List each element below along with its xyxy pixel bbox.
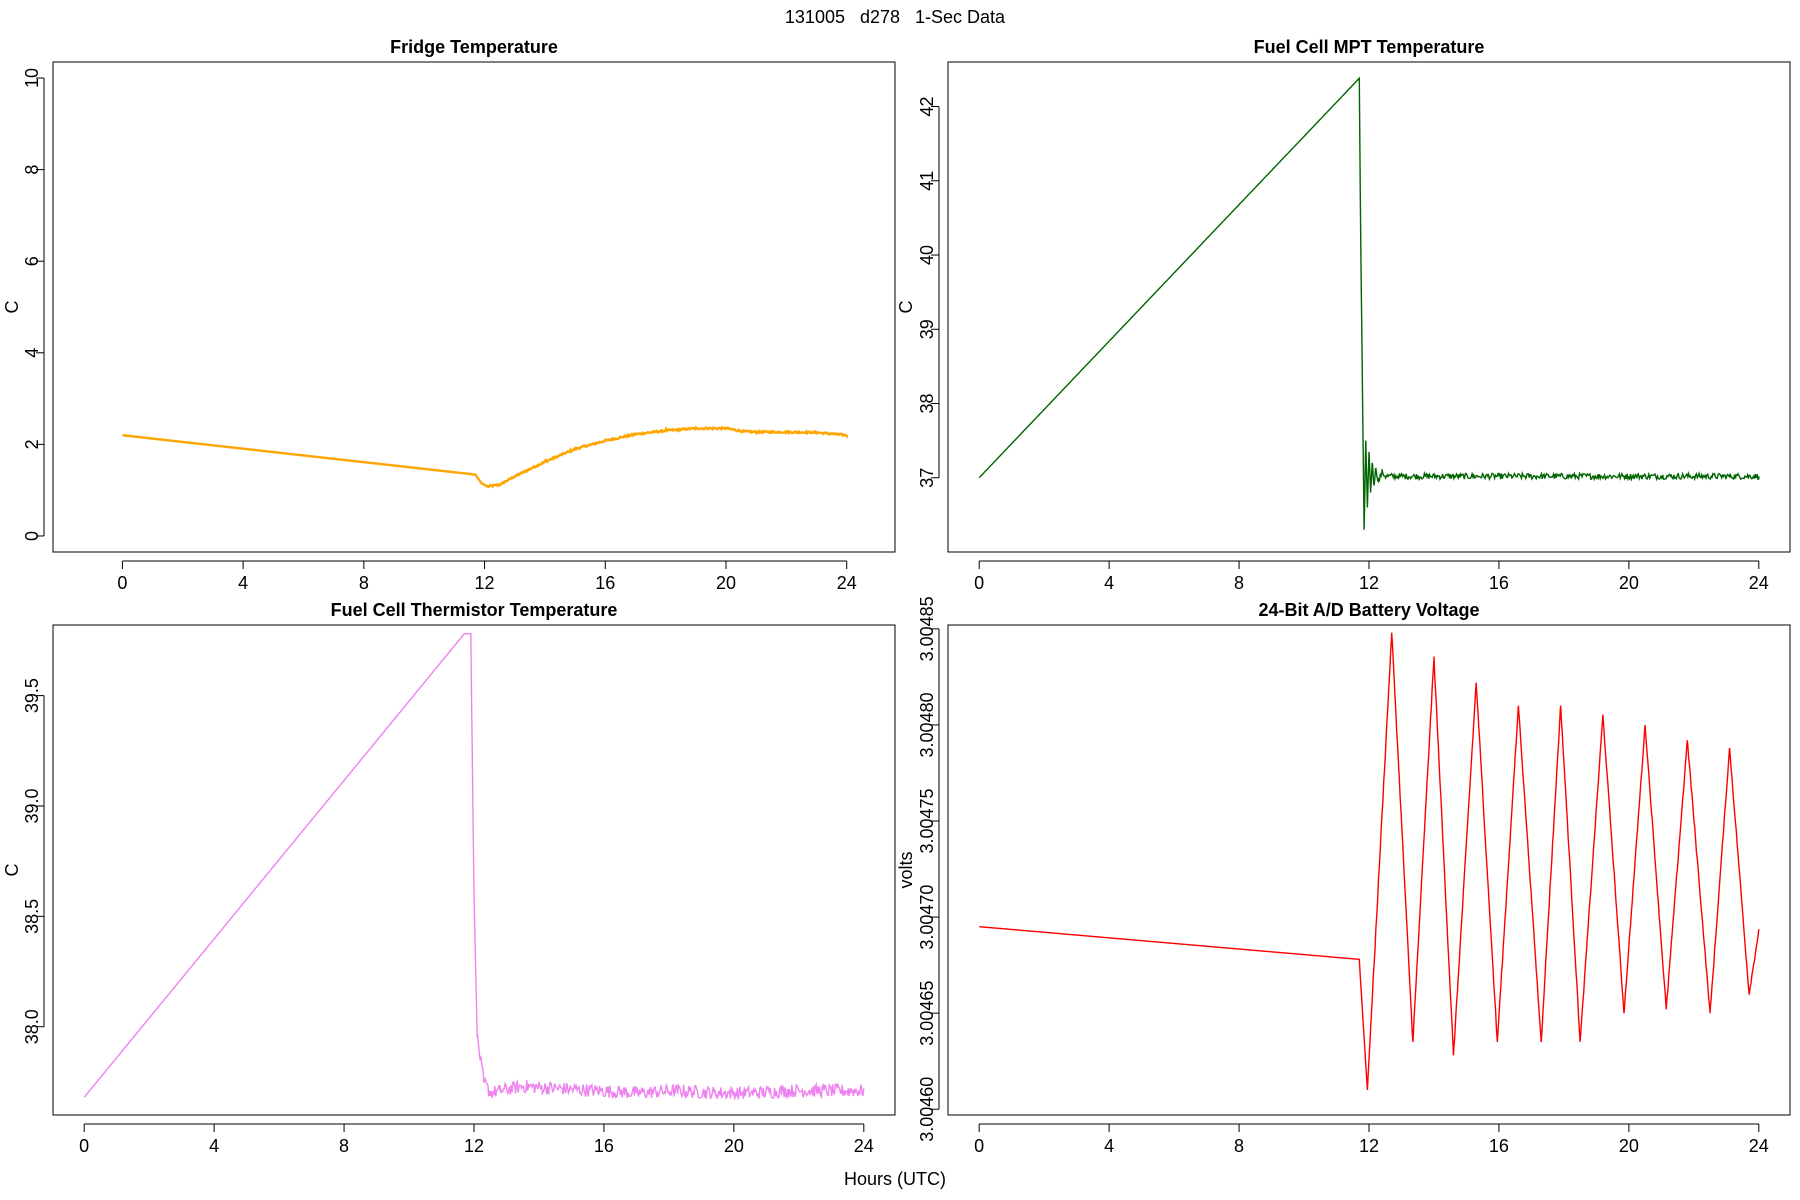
y-tick-label: 10 [22, 68, 42, 88]
x-tick-label: 4 [1104, 573, 1114, 593]
x-tick-label: 12 [1359, 1136, 1379, 1156]
y-tick-label: 3.00480 [917, 692, 937, 757]
y-tick-label: 0 [22, 531, 42, 541]
y-tick-label: 41 [917, 171, 937, 191]
y-tick-label: 38.0 [22, 1009, 42, 1044]
y-tick-label: 3.00470 [917, 885, 937, 950]
y-axis-label: C [2, 864, 22, 877]
panel-fuel-cell-mpt-temperature: Fuel Cell MPT Temperature C 0 4 8 12 16 20 24 37 3… [896, 37, 1791, 593]
x-tick-label: 20 [724, 1136, 744, 1156]
figure-xlabel: Hours (UTC) [844, 1169, 946, 1189]
y-tick-label: 37 [917, 468, 937, 488]
x-tick-label: 20 [1619, 1136, 1639, 1156]
y-axis-label: C [2, 301, 22, 314]
panel-title: Fuel Cell Thermistor Temperature [331, 600, 618, 620]
y-tick-label: 42 [917, 97, 937, 117]
panel-battery-voltage: 24-Bit A/D Battery Voltage volts 0 4 8 12 16 20… [896, 596, 1791, 1156]
x-tick-label: 8 [1234, 1136, 1244, 1156]
x-tick-label: 16 [594, 1136, 614, 1156]
x-tick-label: 16 [1489, 1136, 1509, 1156]
x-tick-label: 20 [1619, 573, 1639, 593]
y-tick-label: 38 [917, 393, 937, 413]
y-tick-label: 39.5 [22, 678, 42, 713]
x-tick-label: 0 [79, 1136, 89, 1156]
y-tick-label: 3.00460 [917, 1077, 937, 1142]
x-tick-label: 12 [1359, 573, 1379, 593]
plot-frame [947, 61, 1791, 553]
x-tick-label: 12 [464, 1136, 484, 1156]
y-tick-label: 39.0 [22, 788, 42, 823]
x-tick-label: 0 [974, 573, 984, 593]
y-tick-label: 38.5 [22, 899, 42, 934]
plot-frame [947, 624, 1791, 1116]
series-line [979, 632, 1760, 1091]
series-line [978, 76, 1760, 530]
x-tick-label: 20 [716, 573, 736, 593]
y-tick-label: 4 [22, 348, 42, 358]
x-tick-label: 24 [1749, 573, 1769, 593]
x-tick-label: 24 [837, 573, 857, 593]
series-line [83, 633, 865, 1100]
plot-frame [52, 624, 896, 1116]
x-tick-label: 24 [1749, 1136, 1769, 1156]
y-tick-label: 3.00475 [917, 788, 937, 853]
y-tick-label: 3.00465 [917, 981, 937, 1046]
y-tick-label: 2 [22, 439, 42, 449]
x-tick-label: 8 [339, 1136, 349, 1156]
x-tick-label: 8 [1234, 573, 1244, 593]
x-tick-label: 8 [359, 573, 369, 593]
x-tick-label: 16 [1489, 573, 1509, 593]
x-tick-label: 0 [117, 573, 127, 593]
panel-title: Fuel Cell MPT Temperature [1254, 37, 1485, 57]
series-line [122, 425, 848, 489]
panel-fuel-cell-thermistor-temperature: Fuel Cell Thermistor Temperature C 0 4 8 12 16… [2, 600, 896, 1156]
y-axis-label: volts [896, 851, 916, 888]
panel-title: Fridge Temperature [390, 37, 558, 57]
x-tick-label: 12 [475, 573, 495, 593]
x-tick-label: 4 [238, 573, 248, 593]
y-tick-label: 3.00485 [917, 596, 937, 661]
y-axis-label: C [896, 301, 916, 314]
x-tick-label: 16 [595, 573, 615, 593]
y-tick-label: 8 [22, 165, 42, 175]
x-tick-label: 24 [854, 1136, 874, 1156]
y-tick-label: 6 [22, 256, 42, 266]
figure-suptitle: 131005 d278 1-Sec Data [785, 7, 1006, 27]
x-tick-label: 0 [974, 1136, 984, 1156]
y-tick-label: 39 [917, 319, 937, 339]
x-tick-label: 4 [1104, 1136, 1114, 1156]
panel-title: 24-Bit A/D Battery Voltage [1258, 600, 1479, 620]
y-tick-label: 40 [917, 245, 937, 265]
x-tick-label: 4 [209, 1136, 219, 1156]
plot-frame [52, 61, 896, 553]
